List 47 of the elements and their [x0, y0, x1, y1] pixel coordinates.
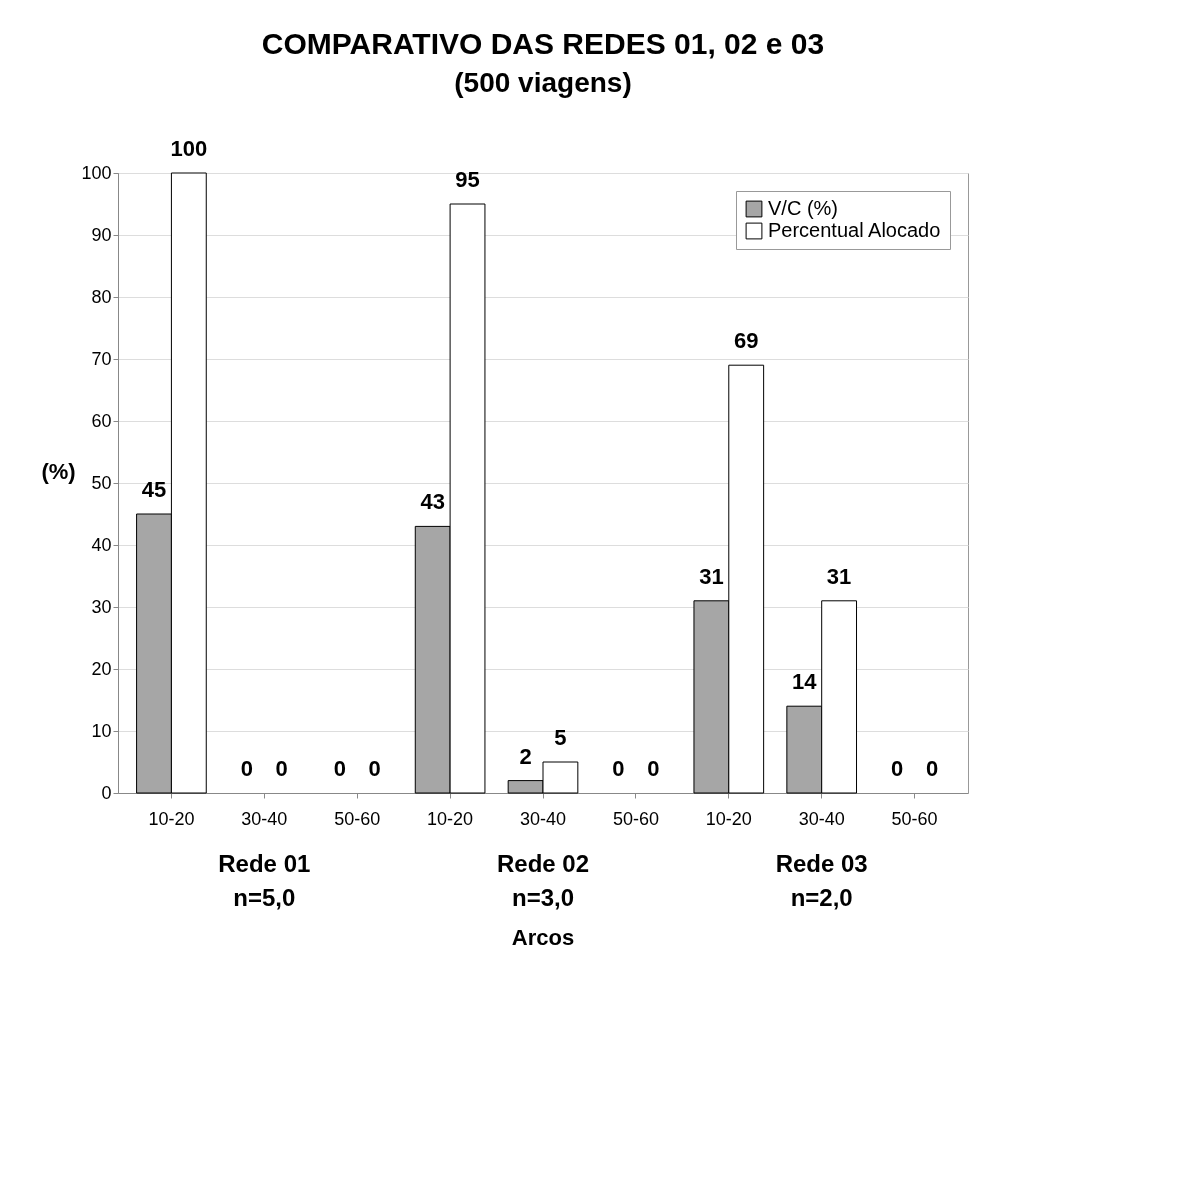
data-label: 31	[699, 563, 724, 589]
data-label: 69	[733, 328, 759, 354]
data-label: 95	[455, 167, 480, 192]
data-label: 2	[519, 743, 532, 769]
x-tick-label: 30-40	[798, 808, 845, 829]
y-tick-label: 0	[101, 782, 112, 803]
text: Rede 02 n=3,0	[496, 850, 590, 911]
y-tick-label: 50	[91, 472, 112, 493]
y-tick-label: 90	[91, 224, 112, 245]
data-label: 0	[275, 756, 288, 781]
y-tick-label: 100	[81, 162, 112, 183]
data-label: 0	[368, 756, 381, 781]
y-axis-title: (%)	[41, 458, 76, 484]
data-label: 5	[554, 725, 567, 750]
x-tick-label: 50-60	[891, 808, 938, 829]
data-label: 45	[141, 477, 167, 502]
y-tick-label: 80	[91, 286, 112, 307]
legend-label: V/C (%)	[768, 197, 838, 219]
chart-subtitle: (500 viagens)	[454, 67, 632, 98]
data-label: 0	[333, 756, 346, 781]
x-tick-label: 50-60	[612, 808, 659, 829]
text: Rede 03 n=2,0	[775, 850, 868, 911]
data-label: 31	[826, 563, 852, 589]
chart-title: COMPARATIVO DAS REDES 01, 02 e 03	[261, 27, 825, 60]
x-tick-label: 50-60	[334, 808, 381, 829]
y-tick-label: 30	[91, 596, 112, 617]
data-label: 100	[170, 136, 208, 161]
y-tick-label: 20	[91, 658, 112, 679]
x-tick-label: 10-20	[427, 808, 474, 829]
data-label: 0	[925, 756, 939, 781]
y-tick-label: 10	[91, 720, 112, 741]
data-label: 0	[240, 756, 254, 781]
data-label: 0	[647, 756, 660, 781]
y-tick-label: 60	[91, 410, 112, 431]
x-tick-label: 30-40	[519, 808, 567, 829]
x-tick-label: 30-40	[241, 808, 288, 829]
text: Rede 01 n=5,0	[218, 850, 311, 911]
data-label: 43	[420, 489, 445, 515]
data-label: 0	[612, 756, 625, 781]
x-tick-label: 10-20	[148, 808, 195, 829]
data-label: 0	[891, 756, 904, 781]
legend-label: Percentual Alocado	[768, 219, 941, 241]
x-tick-label: 10-20	[705, 808, 752, 829]
y-tick-label: 70	[91, 348, 112, 369]
y-tick-label: 40	[91, 534, 112, 555]
x-axis-title: Arcos	[511, 925, 575, 950]
data-label: 14	[792, 669, 818, 695]
